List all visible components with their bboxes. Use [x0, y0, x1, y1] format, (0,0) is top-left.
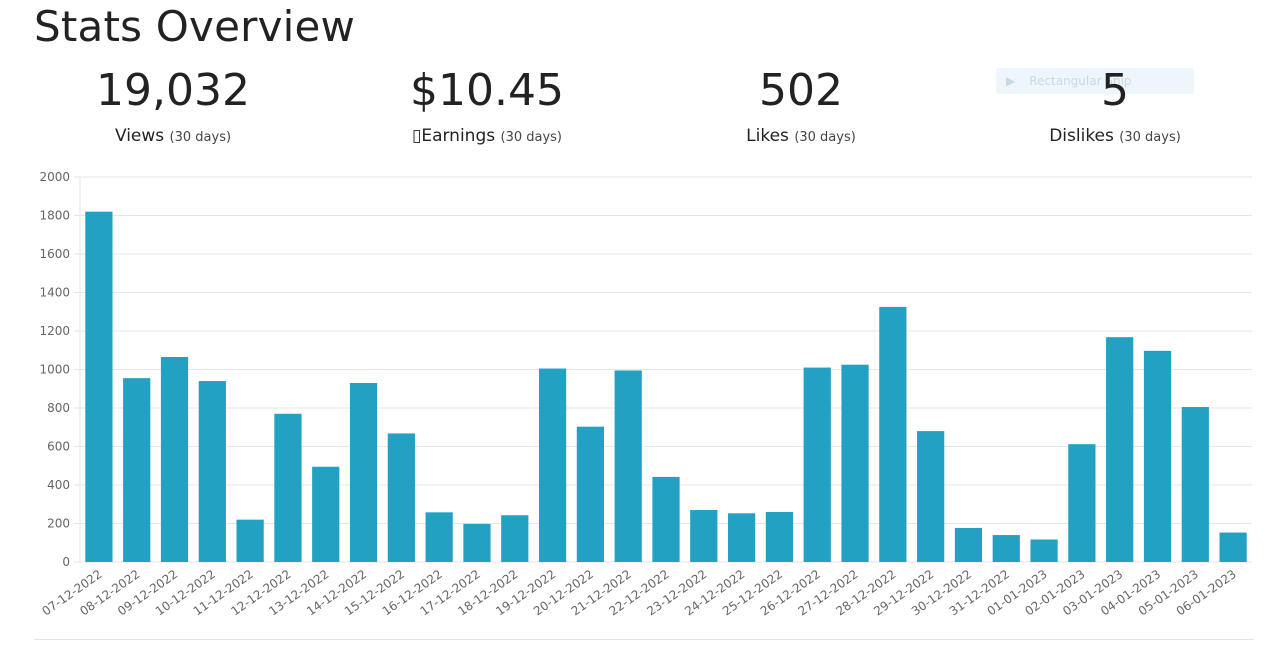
bar[interactable] — [879, 306, 907, 562]
stat-dislikes: 5 Dislikes (30 days) — [985, 62, 1245, 146]
bar[interactable] — [992, 535, 1020, 562]
bar[interactable] — [954, 527, 983, 562]
snip-tooltip: ▶ Rectangular Snip — [996, 68, 1194, 94]
bar[interactable] — [1030, 539, 1058, 562]
bar[interactable] — [1068, 444, 1096, 562]
stat-earnings-label: ▯Earnings (30 days) — [357, 126, 617, 146]
stat-views-period: (30 days) — [169, 130, 232, 145]
y-tick-label: 0 — [62, 555, 70, 569]
bar[interactable] — [576, 426, 604, 562]
bar[interactable] — [652, 476, 680, 562]
bar[interactable] — [123, 378, 151, 562]
y-tick-label: 600 — [47, 440, 70, 454]
bar[interactable] — [198, 381, 226, 562]
bar[interactable] — [1181, 407, 1209, 562]
bar[interactable] — [690, 510, 718, 562]
bar[interactable] — [236, 519, 264, 562]
bar[interactable] — [728, 513, 756, 562]
bar[interactable] — [1106, 337, 1134, 562]
bar[interactable] — [1219, 532, 1247, 562]
stat-dislikes-period: (30 days) — [1119, 130, 1181, 145]
y-tick-label: 800 — [47, 401, 70, 415]
bar[interactable] — [1143, 350, 1172, 562]
bar[interactable] — [85, 211, 113, 562]
stat-likes-value: 502 — [759, 65, 843, 116]
stat-likes-period: (30 days) — [794, 130, 856, 145]
y-tick-label: 200 — [47, 517, 70, 531]
bar[interactable] — [765, 511, 794, 562]
y-tick-label: 1200 — [39, 324, 70, 338]
stat-dislikes-label-text: Dislikes — [1049, 126, 1114, 146]
stat-dislikes-label: Dislikes (30 days) — [985, 126, 1245, 146]
bar[interactable] — [387, 433, 415, 562]
page-title: Stats Overview — [34, 2, 356, 51]
bar[interactable] — [160, 356, 189, 562]
snip-tooltip-text: Rectangular Snip — [1029, 74, 1132, 88]
bar[interactable] — [538, 368, 567, 562]
views-bar-chart: 020040060080010001200140016001800200007-… — [39, 170, 1252, 618]
stat-views: 19,032 Views (30 days) — [43, 62, 303, 146]
bar[interactable] — [425, 512, 453, 562]
stat-earnings: $10.45 ▯Earnings (30 days) — [357, 62, 617, 146]
bottom-divider — [34, 639, 1254, 640]
stat-dislikes-value: 5 — [1101, 65, 1129, 116]
bar[interactable] — [312, 466, 340, 562]
stat-views-value: 19,032 — [96, 65, 250, 116]
stat-earnings-period: (30 days) — [500, 130, 563, 145]
stat-views-label-text: Views — [114, 126, 165, 146]
stat-views-label: Views (30 days) — [43, 126, 303, 146]
bar[interactable] — [841, 364, 869, 562]
stat-likes-label-text: Likes — [746, 126, 789, 146]
stat-likes: 502 Likes (30 days) — [671, 62, 931, 146]
stat-earnings-value: $10.45 — [410, 65, 564, 116]
y-tick-label: 400 — [47, 478, 70, 492]
y-tick-label: 2000 — [39, 170, 70, 184]
bar[interactable] — [917, 431, 945, 562]
play-icon: ▶ — [1006, 74, 1016, 88]
y-tick-label: 1000 — [39, 363, 70, 377]
stat-likes-label: Likes (30 days) — [671, 126, 931, 146]
bar[interactable] — [803, 367, 831, 562]
bar[interactable] — [614, 370, 642, 562]
y-tick-label: 1600 — [39, 247, 70, 261]
y-tick-label: 1800 — [39, 209, 70, 223]
bar[interactable] — [349, 382, 378, 562]
y-tick-label: 1400 — [39, 286, 70, 300]
bar[interactable] — [274, 413, 302, 562]
bar[interactable] — [501, 515, 529, 562]
stat-earnings-label-text: ▯Earnings — [411, 126, 496, 146]
bar[interactable] — [463, 523, 491, 562]
